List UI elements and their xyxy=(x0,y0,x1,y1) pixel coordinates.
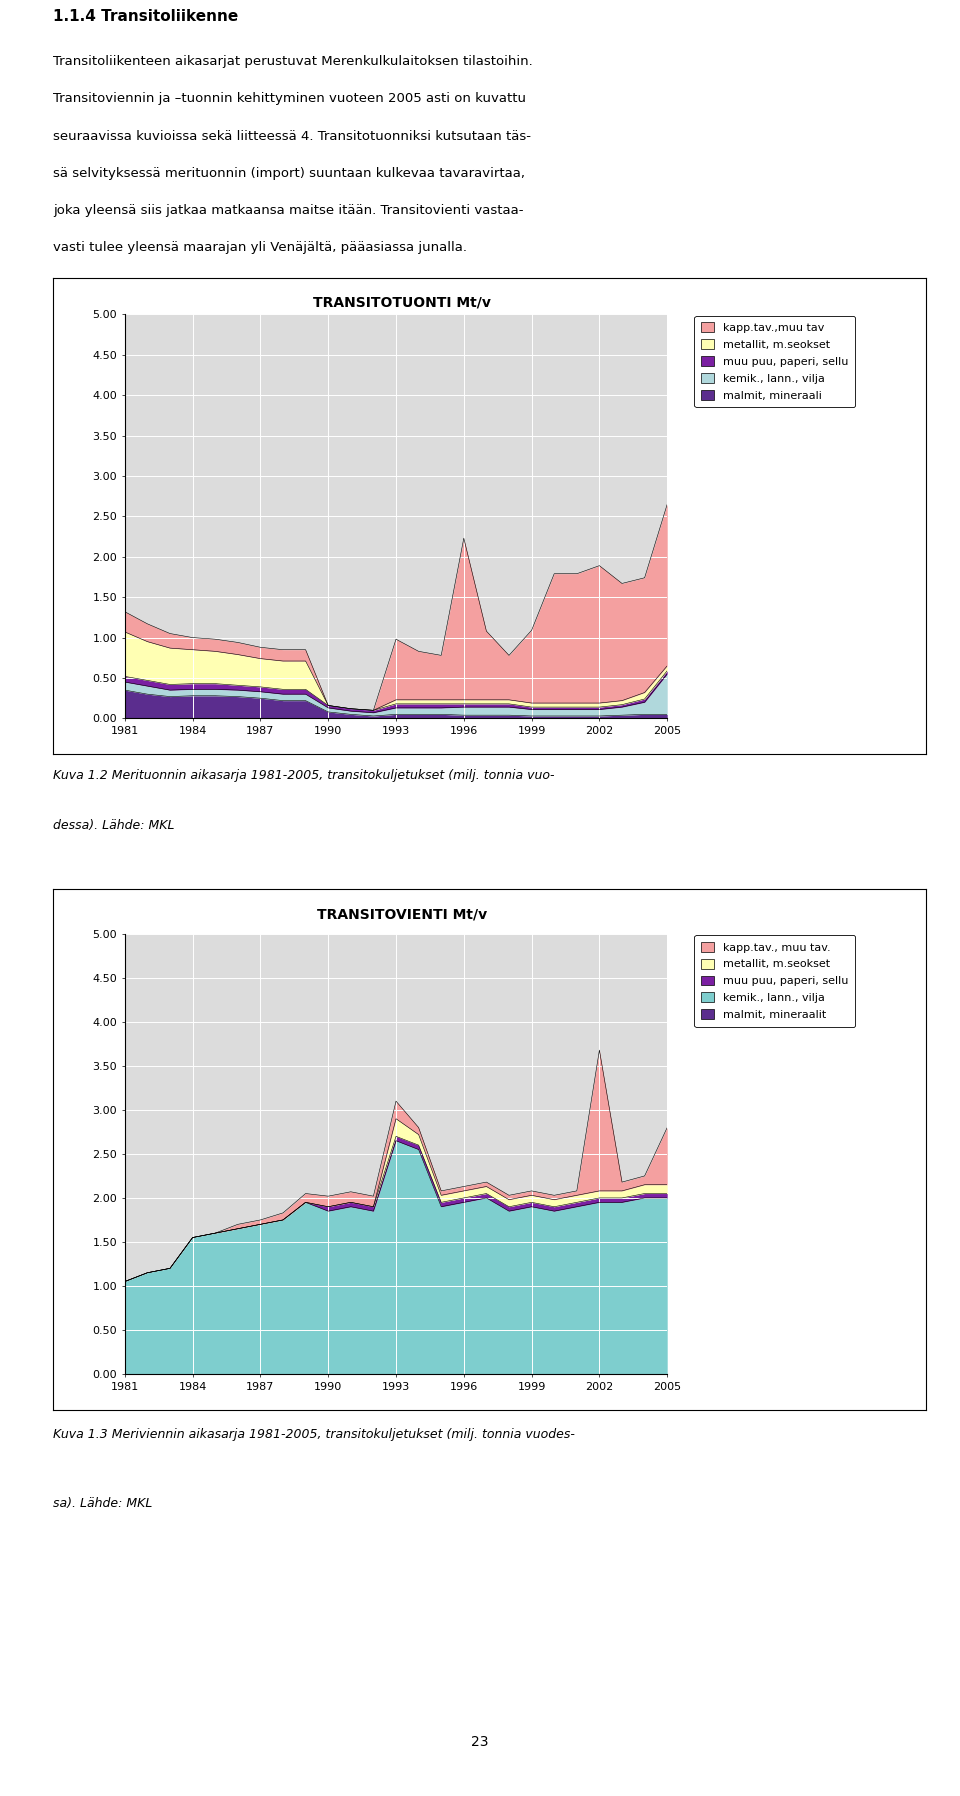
Legend: kapp.tav.,muu tav, metallit, m.seokset, muu puu, paperi, sellu, kemik., lann., v: kapp.tav.,muu tav, metallit, m.seokset, … xyxy=(694,316,855,408)
Text: TRANSITOTUONTI Mt/v: TRANSITOTUONTI Mt/v xyxy=(313,295,492,309)
Text: sä selvityksessä merituonnin (import) suuntaan kulkevaa tavaravirtaa,: sä selvityksessä merituonnin (import) su… xyxy=(53,167,525,180)
Text: Kuva 1.2 Merituonnin aikasarja 1981-2005, transitokuljetukset (milj. tonnia vuo-: Kuva 1.2 Merituonnin aikasarja 1981-2005… xyxy=(53,769,554,781)
Text: Transitoliikenteen aikasarjat perustuvat Merenkulkulaitoksen tilastoihin.: Transitoliikenteen aikasarjat perustuvat… xyxy=(53,56,533,68)
Text: 1.1.4 Transitoliikenne: 1.1.4 Transitoliikenne xyxy=(53,9,238,23)
Text: Transitoviennin ja –tuonnin kehittyminen vuoteen 2005 asti on kuvattu: Transitoviennin ja –tuonnin kehittyminen… xyxy=(53,92,526,106)
Text: seuraavissa kuvioissa sekä liitteessä 4. Transitotuonniksi kutsutaan täs-: seuraavissa kuvioissa sekä liitteessä 4.… xyxy=(53,129,531,142)
Text: dessa). Lähde: MKL: dessa). Lähde: MKL xyxy=(53,819,175,832)
Text: TRANSITOVIENTI Mt/v: TRANSITOVIENTI Mt/v xyxy=(317,907,488,921)
Text: sa). Lähde: MKL: sa). Lähde: MKL xyxy=(53,1496,153,1510)
Text: joka yleensä siis jatkaa matkaansa maitse itään. Transitovienti vastaa-: joka yleensä siis jatkaa matkaansa maits… xyxy=(53,205,523,217)
Text: Kuva 1.3 Meriviennin aikasarja 1981-2005, transitokuljetukset (milj. tonnia vuod: Kuva 1.3 Meriviennin aikasarja 1981-2005… xyxy=(53,1428,575,1440)
Legend: kapp.tav., muu tav., metallit, m.seokset, muu puu, paperi, sellu, kemik., lann.,: kapp.tav., muu tav., metallit, m.seokset… xyxy=(694,936,855,1027)
Text: 23: 23 xyxy=(471,1735,489,1749)
Text: vasti tulee yleensä maarajan yli Venäjältä, pääasiassa junalla.: vasti tulee yleensä maarajan yli Venäjäl… xyxy=(53,241,467,255)
